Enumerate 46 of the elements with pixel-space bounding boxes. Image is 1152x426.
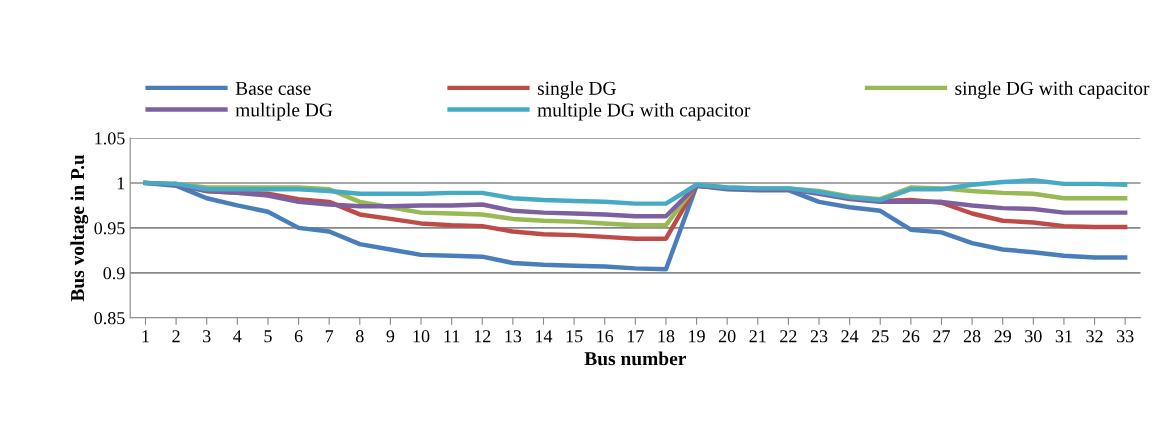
y-tick-label: 0.9 xyxy=(103,267,125,280)
x-tick-label: 1 xyxy=(142,330,149,343)
x-axis-title: Bus number xyxy=(584,351,686,366)
x-tick-label: 15 xyxy=(566,330,583,343)
x-tick-label: 20 xyxy=(718,330,736,343)
x-tick-label: 19 xyxy=(689,330,705,343)
y-tick-label: 1.05 xyxy=(95,132,125,145)
x-tick-label: 7 xyxy=(325,330,334,343)
x-tick-label: 13 xyxy=(505,330,522,343)
x-tick-label: 17 xyxy=(627,330,644,343)
x-tick-label: 3 xyxy=(203,330,211,343)
x-tick-label: 32 xyxy=(1086,330,1103,343)
legend-label: Base case xyxy=(235,81,311,95)
x-tick-label: 23 xyxy=(810,330,828,343)
legend-label: single DG with capacitor xyxy=(955,81,1150,99)
x-tick-label: 28 xyxy=(963,330,981,343)
legend-label: multiple DG with capacitor xyxy=(537,102,751,121)
x-tick-label: 29 xyxy=(994,330,1011,343)
x-tick-label: 5 xyxy=(264,330,272,343)
line-series xyxy=(143,178,1128,206)
y-axis-title: Bus voltage in P.u xyxy=(70,154,89,302)
x-tick-label: 10 xyxy=(413,330,430,343)
legend-label: multiple DG xyxy=(235,102,333,121)
x-tick-label: 2 xyxy=(172,330,180,343)
x-tick-label: 9 xyxy=(386,330,395,343)
x-tick-label: 31 xyxy=(1055,330,1072,343)
x-tick-label: 21 xyxy=(749,330,766,343)
y-tick-label: 0.85 xyxy=(94,312,125,325)
x-tick-label: 12 xyxy=(474,330,491,343)
x-tick-label: 25 xyxy=(872,330,889,343)
x-tick-label: 16 xyxy=(597,330,614,343)
x-tick-label: 6 xyxy=(294,330,303,343)
x-tick-label: 26 xyxy=(902,330,920,343)
x-tick-label: 30 xyxy=(1025,330,1042,343)
x-tick-label: 27 xyxy=(933,330,950,343)
x-tick-label: 8 xyxy=(355,330,364,343)
x-tick-label: 24 xyxy=(841,330,859,343)
x-tick-label: 22 xyxy=(780,330,797,343)
x-tick-label: 33 xyxy=(1117,330,1134,343)
x-tick-label: 11 xyxy=(444,330,460,343)
x-tick-label: 18 xyxy=(658,330,675,343)
x-tick-label: 14 xyxy=(536,330,553,343)
legend-label: single DG xyxy=(537,81,616,99)
y-tick-label: 1 xyxy=(117,177,125,190)
x-tick-label: 4 xyxy=(233,330,242,343)
y-tick-label: 0.95 xyxy=(94,222,125,235)
